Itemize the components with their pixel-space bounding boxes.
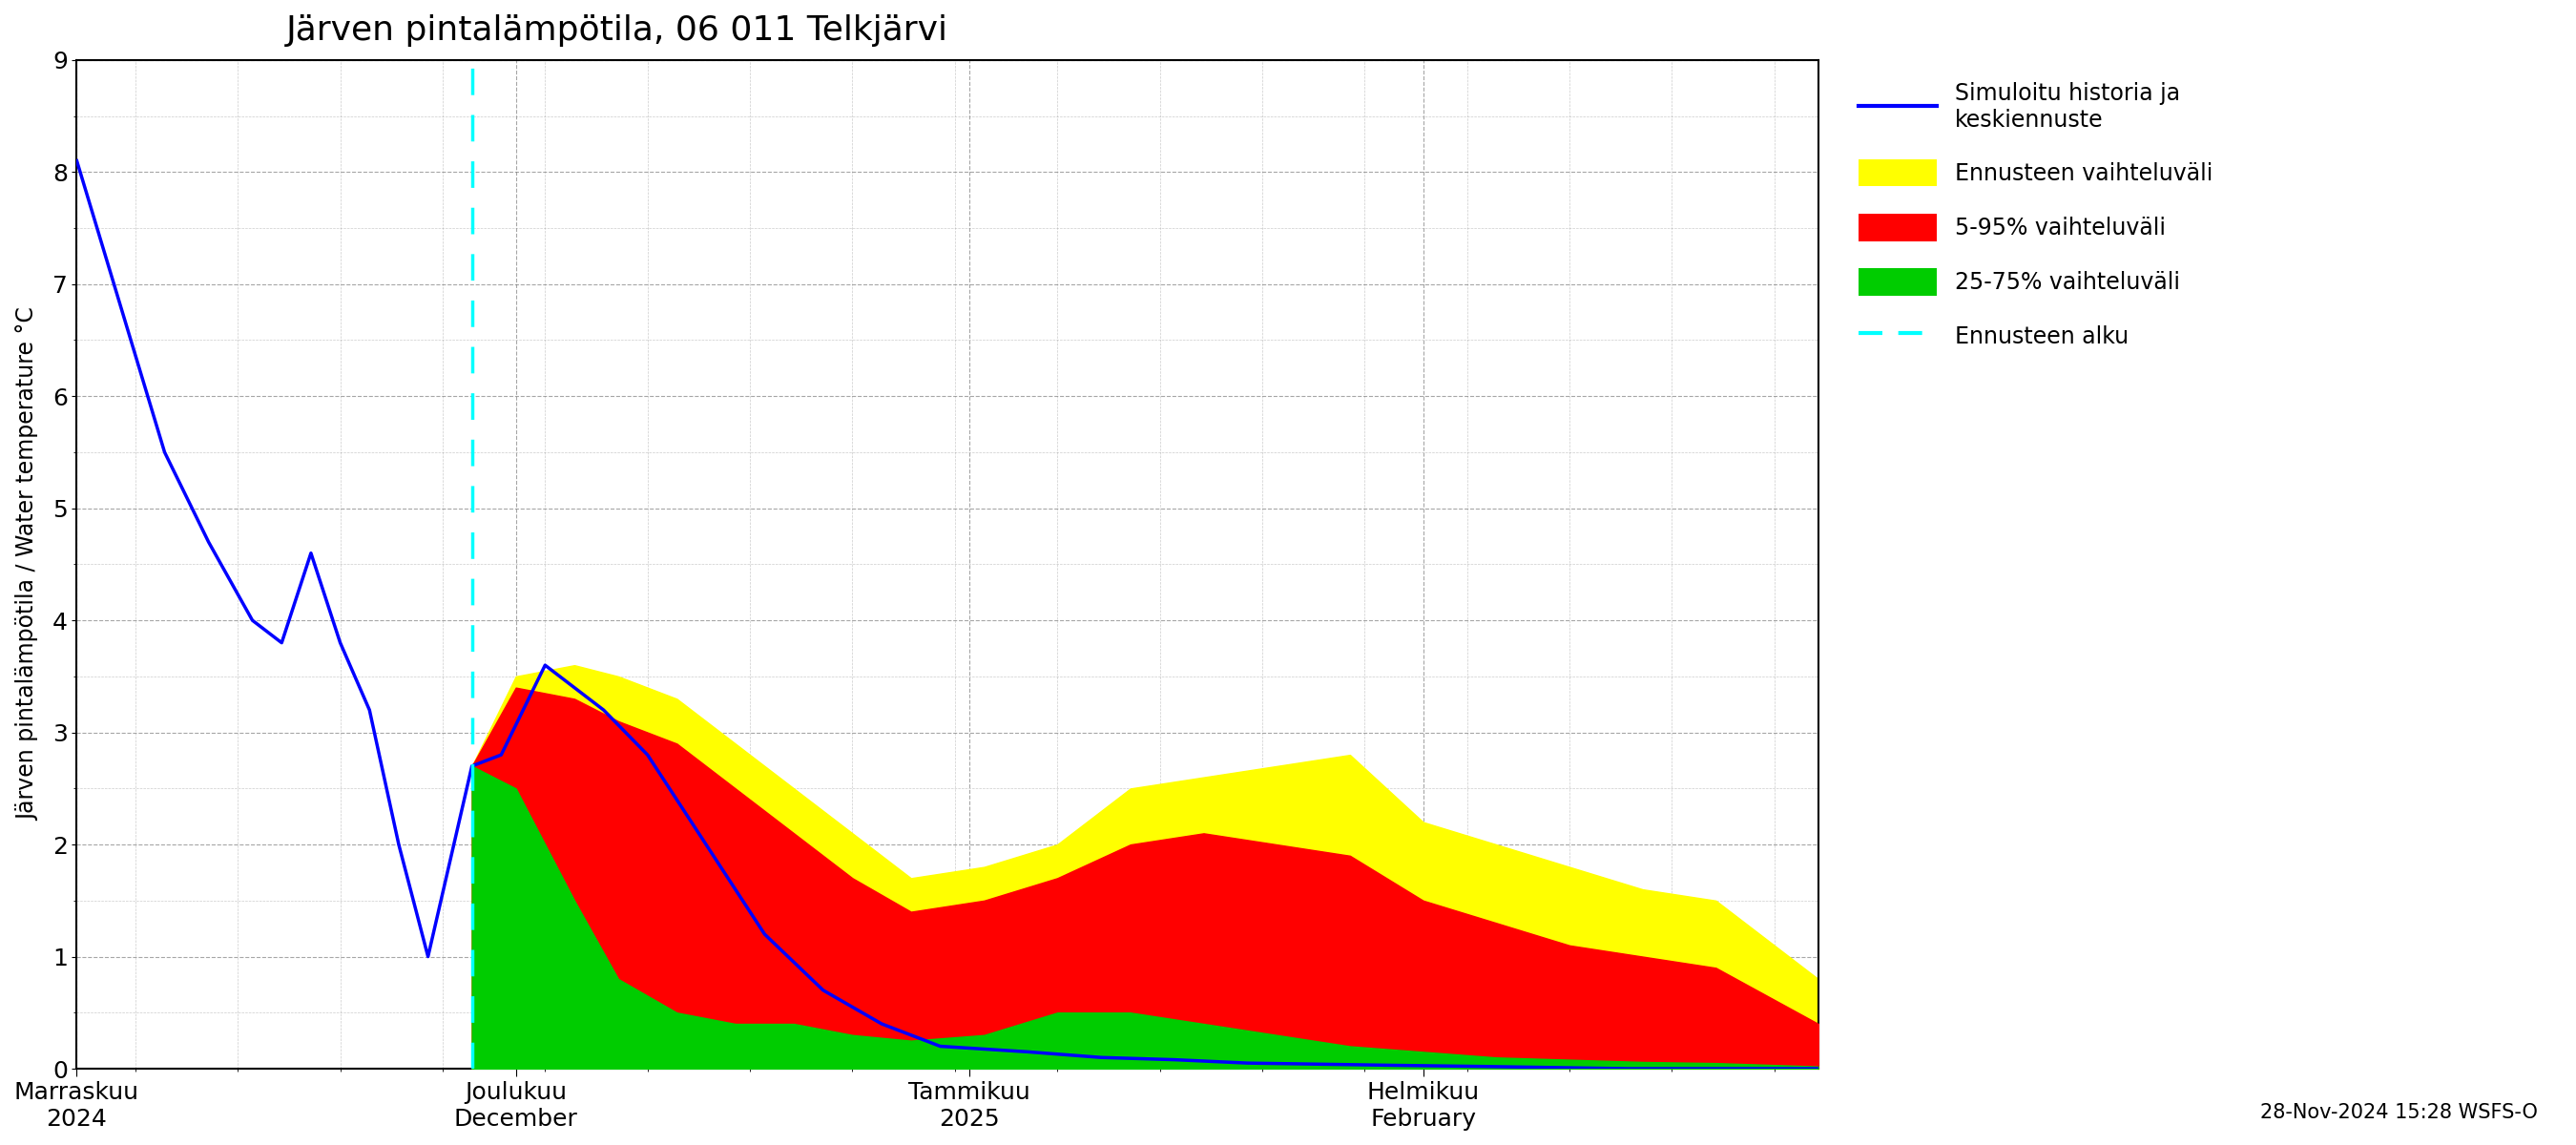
Text: Järven pintalämpötila, 06 011 Telkjärvi: Järven pintalämpötila, 06 011 Telkjärvi	[286, 14, 948, 47]
Text: 28-Nov-2024 15:28 WSFS-O: 28-Nov-2024 15:28 WSFS-O	[2259, 1103, 2537, 1122]
Y-axis label: Järven pintalämpötila / Water temperature °C: Järven pintalämpötila / Water temperatur…	[15, 308, 39, 821]
Legend: Simuloitu historia ja
keskiennuste, Ennusteen vaihteluväli, 5-95% vaihteluväli, : Simuloitu historia ja keskiennuste, Ennu…	[1847, 71, 2223, 362]
